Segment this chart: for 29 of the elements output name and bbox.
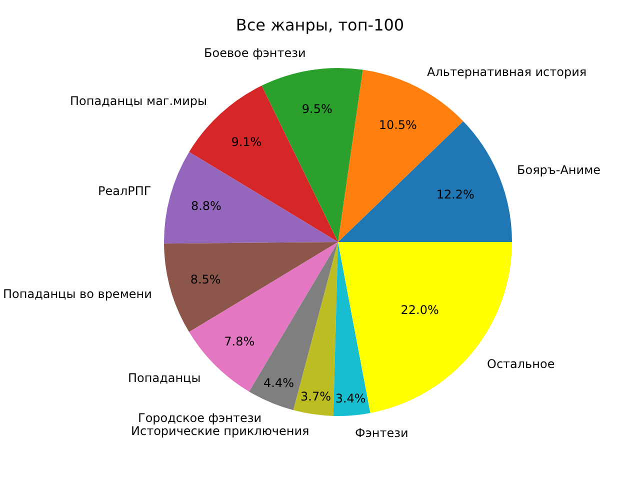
data-label: 8.5% xyxy=(190,272,221,287)
data-label: 7.8% xyxy=(224,334,255,348)
pie-slice xyxy=(164,152,338,244)
slice-label: Попаданцы маг.миры xyxy=(70,94,207,108)
slice-label: Попаданцы во времени xyxy=(3,287,152,301)
slice-label: Боевое фэнтези xyxy=(204,46,306,60)
pie-slice xyxy=(262,68,363,242)
slice-label: РеалРПГ xyxy=(98,184,152,198)
data-label: 12.2% xyxy=(436,188,474,202)
chart-title: Все жанры, топ-100 xyxy=(236,16,404,35)
data-label: 3.7% xyxy=(300,389,332,404)
slice-label: Попаданцы xyxy=(128,371,201,385)
pie-slice xyxy=(293,242,338,416)
slice-label: Городское фэнтези xyxy=(138,411,262,425)
data-label: 8.8% xyxy=(190,198,222,213)
slice-label: Альтернативная история xyxy=(427,65,587,79)
data-label: 9.5% xyxy=(302,102,332,116)
pie-slice xyxy=(338,121,512,242)
data-label: 22.0% xyxy=(400,302,439,317)
data-label: 10.5% xyxy=(378,118,417,132)
slice-label: Бояръ-Аниме xyxy=(517,163,601,177)
pie-slice xyxy=(333,242,370,416)
data-label: 3.4% xyxy=(335,392,366,406)
slice-label: Исторические приключения xyxy=(131,424,310,438)
data-label: 4.4% xyxy=(264,376,294,390)
pie-slice xyxy=(164,242,338,332)
data-label: 9.1% xyxy=(231,134,262,149)
slice-label: Фэнтези xyxy=(355,426,408,440)
slice-label: Остальное xyxy=(487,357,555,371)
